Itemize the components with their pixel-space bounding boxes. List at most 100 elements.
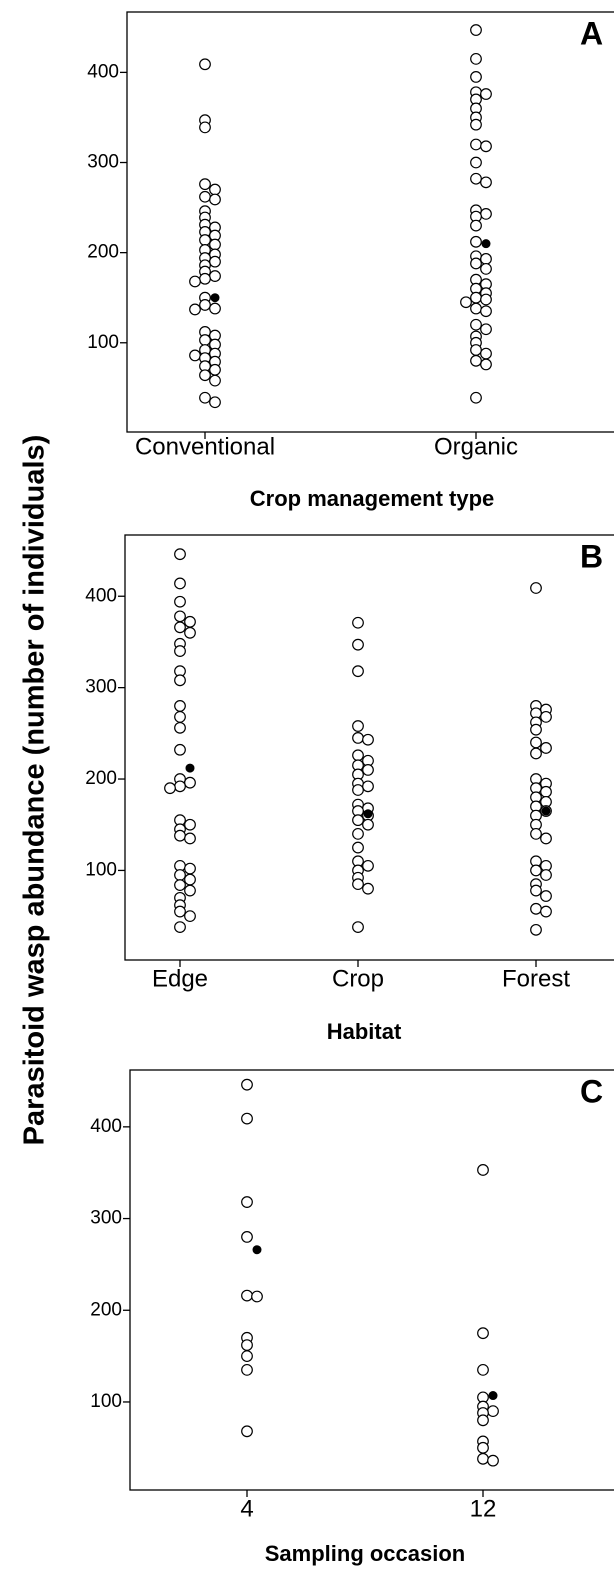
observation xyxy=(174,905,186,918)
observation xyxy=(470,318,482,331)
observation xyxy=(530,923,542,936)
plot-frame xyxy=(126,11,614,433)
observation xyxy=(477,1327,489,1340)
observation xyxy=(540,710,552,723)
observation xyxy=(480,140,492,153)
observation xyxy=(480,305,492,318)
observation xyxy=(530,864,542,877)
observation xyxy=(184,910,196,923)
observation xyxy=(174,621,186,634)
mean xyxy=(363,809,373,819)
observation xyxy=(352,921,364,933)
observation xyxy=(199,299,211,311)
observation xyxy=(241,1196,253,1208)
observation xyxy=(540,869,552,881)
observation xyxy=(530,827,542,840)
observation xyxy=(241,1289,253,1302)
observation xyxy=(199,272,211,285)
observation xyxy=(477,1363,489,1376)
panel-label: A xyxy=(580,15,603,51)
x-axis-label: Habitat xyxy=(327,1019,402,1044)
observation xyxy=(174,645,186,657)
observation xyxy=(470,257,482,270)
y-tick-label: 300 xyxy=(85,677,117,698)
x-tick-label: 4 xyxy=(240,1495,253,1522)
observation xyxy=(209,255,221,268)
observation xyxy=(209,270,221,282)
observation xyxy=(352,784,364,796)
observation xyxy=(470,291,482,304)
observation xyxy=(470,391,482,404)
x-tick-label: Crop xyxy=(332,965,384,992)
mean xyxy=(481,239,491,249)
y-tick-label: 100 xyxy=(87,332,119,353)
observation xyxy=(184,873,196,886)
observation xyxy=(199,58,211,71)
observation xyxy=(470,52,482,65)
observation xyxy=(184,776,196,789)
observation xyxy=(530,884,542,897)
observation xyxy=(352,749,364,762)
plot-frame xyxy=(124,534,614,961)
observation xyxy=(352,665,364,678)
observation xyxy=(470,302,482,315)
observation xyxy=(174,577,186,590)
observation xyxy=(470,235,482,248)
observation xyxy=(251,1290,263,1303)
observation xyxy=(480,323,492,336)
observation xyxy=(174,879,186,891)
x-tick-label: Forest xyxy=(502,965,570,992)
observation xyxy=(174,743,186,756)
observation xyxy=(540,890,552,902)
observation xyxy=(184,615,196,628)
observation xyxy=(540,905,552,918)
observation xyxy=(241,1230,253,1243)
observation xyxy=(209,302,221,315)
observation xyxy=(480,207,492,220)
y-axis-label: Parasitoid wasp abundance (number of ind… xyxy=(19,435,51,1146)
observation xyxy=(352,827,364,840)
observation xyxy=(174,721,186,734)
x-tick-label: Organic xyxy=(434,433,518,460)
observation xyxy=(540,742,552,754)
observation xyxy=(480,358,492,371)
y-tick-label: 100 xyxy=(85,859,117,880)
observation xyxy=(199,178,211,191)
observation xyxy=(477,1441,489,1454)
observation xyxy=(174,829,186,842)
observation xyxy=(477,1452,489,1465)
observation xyxy=(184,832,196,845)
observation xyxy=(199,234,211,246)
observation xyxy=(184,818,196,831)
y-tick-label: 300 xyxy=(90,1208,122,1229)
y-tick-label: 300 xyxy=(87,152,119,173)
observation xyxy=(362,859,374,872)
observation xyxy=(199,121,211,134)
y-tick-label: 200 xyxy=(90,1299,122,1320)
observation xyxy=(164,782,176,795)
observation xyxy=(199,190,211,203)
observation xyxy=(209,363,221,376)
observation xyxy=(352,841,364,854)
y-tick-label: 400 xyxy=(87,61,119,82)
observation xyxy=(460,296,472,309)
observation xyxy=(470,156,482,169)
observation xyxy=(530,736,542,749)
observation xyxy=(241,1112,253,1125)
observation xyxy=(174,595,186,608)
observation xyxy=(470,24,482,36)
y-tick-label: 400 xyxy=(85,585,117,606)
observation xyxy=(362,882,374,895)
observation xyxy=(189,303,201,316)
observation xyxy=(480,253,492,265)
observation xyxy=(241,1425,253,1438)
y-tick-label: 200 xyxy=(85,768,117,789)
observation xyxy=(362,763,374,776)
observation xyxy=(199,334,211,346)
observation xyxy=(199,369,211,382)
observation xyxy=(540,832,552,845)
observation xyxy=(530,902,542,915)
plot-frame xyxy=(129,1069,614,1491)
mean xyxy=(210,293,220,303)
